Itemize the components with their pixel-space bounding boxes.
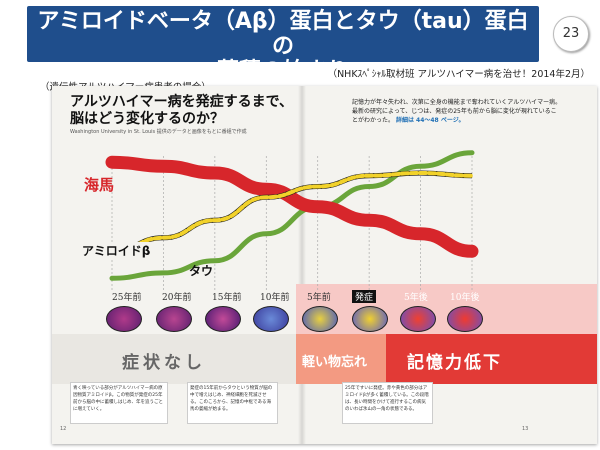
stage-label-none: 症状なし <box>122 353 206 373</box>
stage-band-memory <box>386 334 597 384</box>
stage-band-none <box>52 334 296 384</box>
page-number-left: 12 <box>60 426 67 432</box>
timeline-label: 5年前 <box>307 293 331 303</box>
footnote-amyloid: 青く映っている部分がアルツハイマー病の原因物質アミロイドβ。この物質が発症の25… <box>70 382 168 424</box>
book-spine <box>298 86 306 444</box>
brain-scan-image <box>400 306 436 332</box>
timeline-label: 15年前 <box>212 293 242 303</box>
brain-scan-image <box>156 306 192 332</box>
tau-label: タウ <box>189 264 214 278</box>
book-caption: Washington University in St. Louis 提供のデー… <box>70 129 247 135</box>
page-number-right: 13 <box>522 426 529 432</box>
book-description: 記憶力が年々失われ、次第に全身の機能まで奪われていくアルツハイマー病。最新の研究… <box>352 98 562 125</box>
title-bar: アミロイドベータ（Aβ）蛋白とタウ（tau）蛋白の 蓄積の始まり <box>27 6 539 84</box>
progression-chart <box>105 150 479 291</box>
brain-scan-image <box>352 306 388 332</box>
description-link: 詳細は 44〜48 ページ。 <box>395 117 465 124</box>
brain-scan-image <box>302 306 338 332</box>
amyloid-curve <box>110 170 474 254</box>
footnote-tau: 発症の15年前からタウという物質が脳の中で増えはじめ、神経細胞を死滅させる。この… <box>187 382 278 424</box>
page-number-badge: 23 <box>553 16 589 52</box>
timeline-label: 10年前 <box>260 293 290 303</box>
slide-title: アミロイドベータ（Aβ）蛋白とタウ（tau）蛋白の 蓄積の始まり <box>37 9 529 84</box>
description-text: 記憶力が年々失われ、次第に全身の機能まで奪われていくアルツハイマー病。最新の研究… <box>352 99 562 124</box>
source-citation: （NHKｽﾍﾟｼｬﾙ取材班 アルツハイマー病を治せ！2014年2月） <box>327 69 590 80</box>
stage-label-memory: 記憶力低下 <box>407 353 502 373</box>
brain-scan-image <box>205 306 241 332</box>
timeline-label: 25年前 <box>112 293 142 303</box>
tau-curve <box>109 150 475 281</box>
footnote-onset: 25年ですいに発症。赤や黄色の部分はアミロイドβが多く蓄積している。この段階は、… <box>342 382 433 424</box>
hippocampus-curve <box>105 155 479 258</box>
stage-label-mild: 軽い物忘れ <box>302 355 368 370</box>
post-onset-band <box>296 284 597 334</box>
stage-band-mild <box>296 334 386 384</box>
book-spread-figure: アルツハイマー病を発症するまで、 脳はどう変化するのか？ Washington … <box>52 86 597 444</box>
hippocampus-label: 海馬 <box>84 176 115 194</box>
timeline-label-onset: 発症 <box>352 290 377 303</box>
timeline-label: 20年前 <box>162 293 192 303</box>
brain-scan-image <box>106 306 142 332</box>
brain-scan-image <box>447 306 483 332</box>
book-headline: アルツハイマー病を発症するまで、 脳はどう変化するのか？ <box>70 94 294 127</box>
timeline-label: 10年後 <box>450 293 480 303</box>
brain-scan-image <box>253 306 289 332</box>
timeline-label: 5年後 <box>404 293 428 303</box>
amyloid-label: アミロイドβ <box>82 242 151 259</box>
